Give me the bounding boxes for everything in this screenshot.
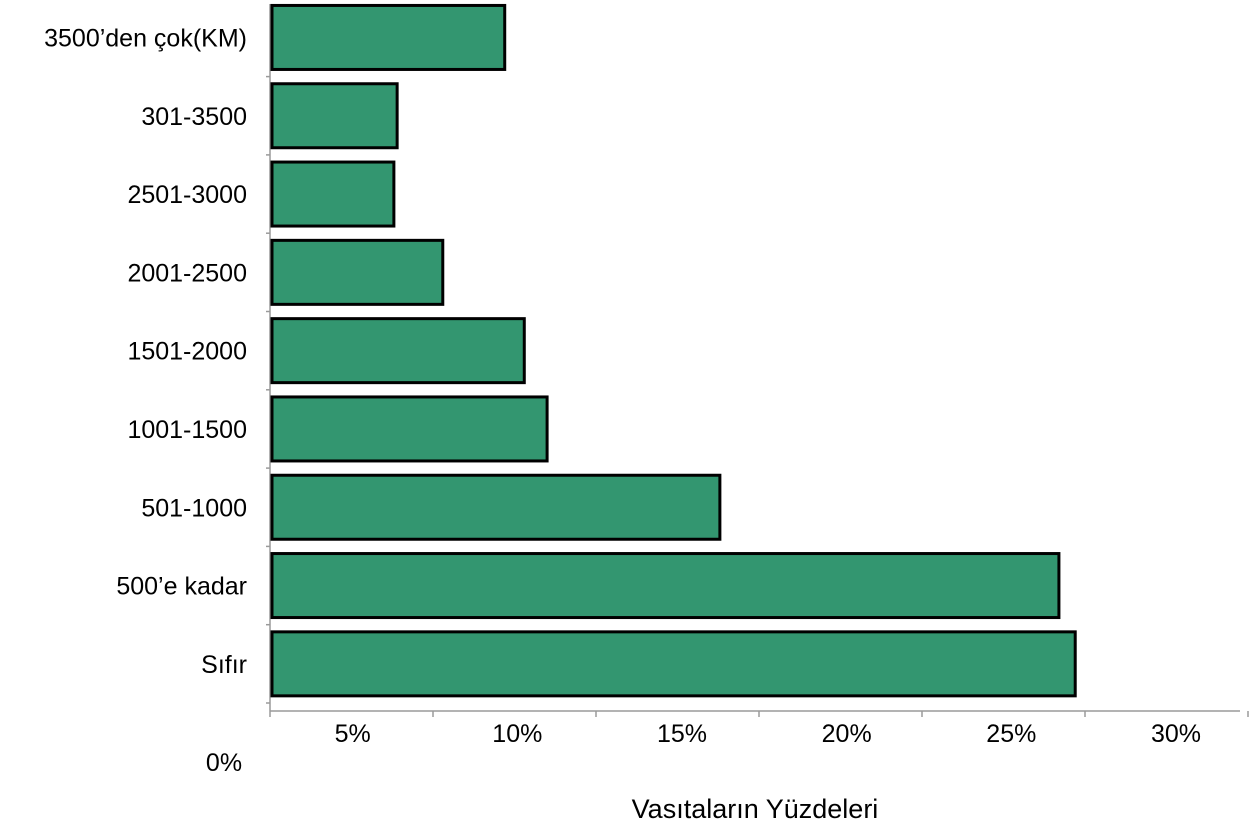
category-label: 301-3500 — [141, 103, 247, 131]
category-label: 2501-3000 — [127, 181, 247, 209]
category-label: 3500’den çok(KM) — [44, 24, 247, 52]
bar-5 — [270, 238, 445, 306]
bar-0 — [270, 630, 1077, 698]
category-label: 1501-2000 — [127, 338, 247, 366]
bar-6 — [270, 160, 396, 228]
category-labels: Sıfır 500’e kadar 501-1000 1001-1500 1501-20… — [44, 24, 247, 678]
category-label: Sıfır — [201, 651, 247, 679]
bar-4 — [270, 317, 526, 385]
bar-1 — [270, 552, 1061, 620]
bar-8 — [270, 3, 507, 71]
x-tick-label: 25% — [986, 720, 1036, 748]
bars-group — [270, 3, 1077, 698]
y-axis — [266, 4, 271, 711]
bar-3 — [270, 395, 549, 463]
x-tick-label: 5% — [335, 720, 371, 748]
category-label: 501-1000 — [141, 494, 247, 522]
x-tick-label: 20% — [822, 720, 872, 748]
x-axis-title: Vasıtaların Yüzdeleri — [632, 794, 879, 824]
bar-7 — [270, 82, 399, 150]
x-tick-label: 10% — [492, 720, 542, 748]
category-label: 1001-1500 — [127, 416, 247, 444]
bar-2 — [270, 473, 722, 541]
x-ticks: 0% 5% 10% 15% 20% 25% 30% — [206, 711, 1249, 777]
x-tick-label: 0% — [206, 749, 242, 777]
category-label: 2001-2500 — [127, 259, 247, 287]
x-tick-label: 15% — [657, 720, 707, 748]
x-tick-label: 30% — [1151, 720, 1201, 748]
category-label: 500’e kadar — [116, 573, 247, 601]
